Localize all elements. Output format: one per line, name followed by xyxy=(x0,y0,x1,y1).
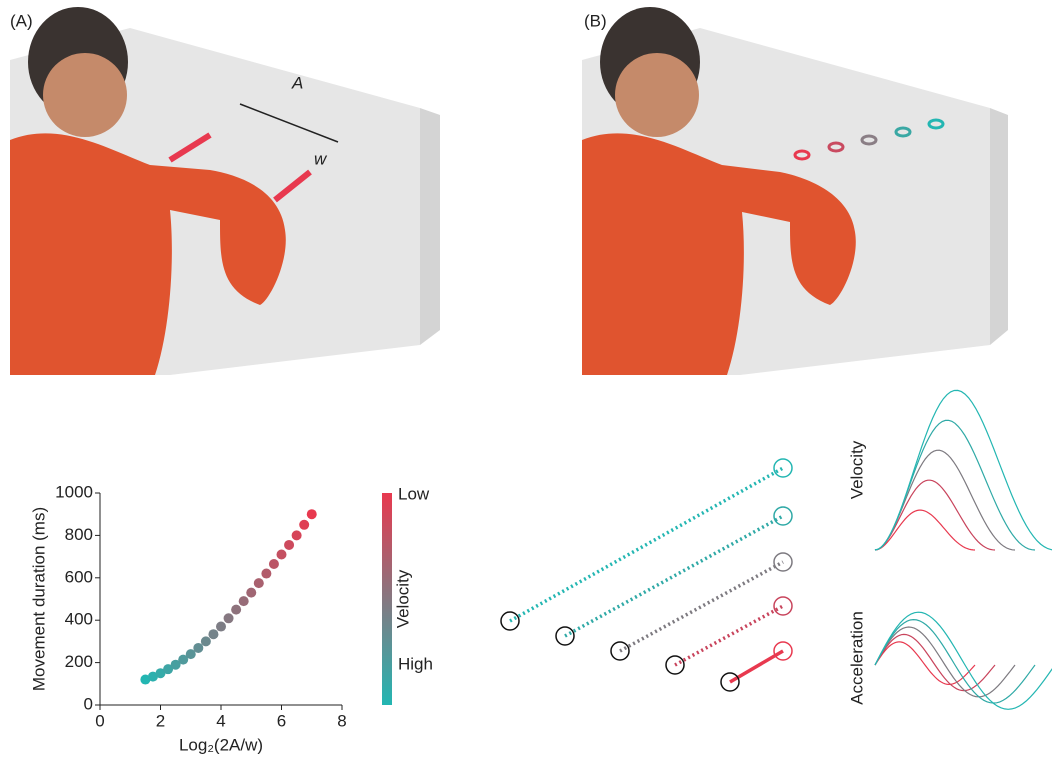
y-tick-label: 200 xyxy=(65,652,93,671)
y-tick-label: 0 xyxy=(84,694,93,713)
point xyxy=(269,559,279,569)
point xyxy=(231,605,241,615)
y-tick-label: 800 xyxy=(65,525,93,544)
table-side xyxy=(420,108,440,345)
point xyxy=(307,509,317,519)
acceleration-curve xyxy=(875,620,1035,703)
point xyxy=(208,629,218,639)
colorbar-label: Velocity xyxy=(393,569,412,628)
panel-label: (B) xyxy=(584,11,607,30)
y-axis-label: Movement duration (ms) xyxy=(29,507,48,691)
acceleration-curve xyxy=(875,612,1052,709)
x-tick-label: 6 xyxy=(277,711,286,730)
x-axis-label: Log₂(2A/w) xyxy=(179,735,263,754)
velocity-curve xyxy=(875,420,1035,550)
point xyxy=(193,643,203,653)
width-label: w xyxy=(314,149,328,168)
panel-a-illustration: (A) A w xyxy=(10,7,440,375)
point xyxy=(261,569,271,579)
point xyxy=(216,622,226,632)
y-tick-label: 400 xyxy=(65,610,93,629)
figure: (A) A w (B) Velocity Acceleration Moveme… xyxy=(0,0,1052,762)
acceleration-label: Acceleration xyxy=(847,611,866,705)
distance-label: A xyxy=(291,73,303,92)
trajectory xyxy=(565,516,783,636)
trajectory xyxy=(675,606,783,665)
velocity-label: Velocity xyxy=(847,440,866,499)
point xyxy=(239,596,249,606)
trajectories xyxy=(501,459,792,691)
velocity-curve xyxy=(875,390,1052,550)
person-face xyxy=(43,53,127,137)
chart: Movement duration (ms) Log₂(2A/w) 020040… xyxy=(29,482,432,754)
point xyxy=(201,636,211,646)
colorbar xyxy=(382,493,392,705)
acceleration-curve xyxy=(875,634,995,690)
point xyxy=(284,540,294,550)
point xyxy=(254,578,264,588)
x-tick-label: 0 xyxy=(95,711,104,730)
table-side xyxy=(990,108,1008,345)
profiles: Velocity Acceleration xyxy=(847,390,1052,709)
velocity-curve xyxy=(875,480,995,550)
trajectory xyxy=(620,562,783,651)
colorbar-low: Low xyxy=(398,484,430,503)
panel-b-illustration: (B) xyxy=(582,7,1008,375)
panel-label: (A) xyxy=(10,11,33,30)
y-tick-label: 1000 xyxy=(55,482,93,501)
acceleration-curve xyxy=(875,642,975,685)
x-tick-label: 8 xyxy=(337,711,346,730)
point xyxy=(292,530,302,540)
trajectory xyxy=(510,468,783,621)
person-face xyxy=(615,53,699,137)
y-tick-label: 600 xyxy=(65,567,93,586)
colorbar-high: High xyxy=(398,654,433,673)
point xyxy=(246,588,256,598)
x-tick-label: 2 xyxy=(156,711,165,730)
x-tick-label: 4 xyxy=(216,711,225,730)
point xyxy=(277,549,287,559)
point xyxy=(299,520,309,530)
point xyxy=(224,613,234,623)
